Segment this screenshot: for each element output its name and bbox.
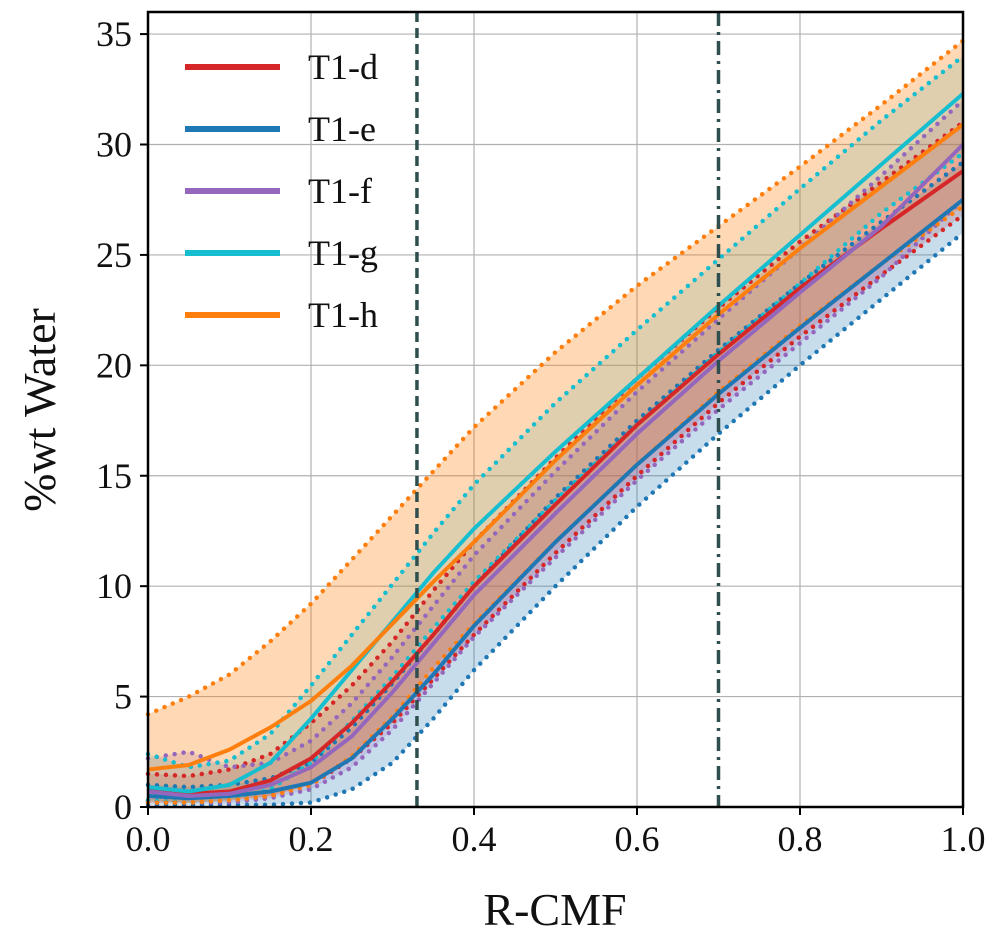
y-axis-ticks: 0 5 10 15 20 25 30 35 [96,14,148,827]
y-tick-label: 30 [96,125,132,165]
band-t1-h [148,40,963,803]
y-tick-label: 25 [96,235,132,275]
x-axis-title: R-CMF [483,884,626,935]
legend-label-t1-d: T1-d [308,47,378,87]
median-line-t1-f [147,143,965,798]
x-tick-label: 0.4 [452,819,497,859]
x-tick-label: 1.0 [941,819,986,859]
upper-bound-t1-h [145,38,966,717]
x-tick-label: 0.0 [126,819,171,859]
median-line-t1-h [147,123,965,772]
confidence-bands [148,40,963,805]
x-axis-ticks: 0.0 0.2 0.4 0.6 0.8 1.0 [126,807,986,859]
y-tick-label: 10 [96,566,132,606]
upper-bound-t1-f [145,98,966,770]
y-axis-title: %wt Water [14,308,65,512]
x-tick-label: 0.6 [615,819,660,859]
legend-label-t1-e: T1-e [308,109,376,149]
legend-label-t1-g: T1-g [308,233,378,273]
y-tick-label: 15 [96,456,132,496]
median-lines [147,92,965,801]
median-line-t1-e [147,198,965,801]
band-t1-g [148,56,963,803]
legend: T1-d T1-e T1-f T1-g T1-h [185,47,378,335]
y-tick-label: 0 [114,787,132,827]
lower-bound-t1-f [145,197,966,805]
upper-bound-t1-g [145,53,966,770]
x-tick-label: 0.2 [289,819,334,859]
y-tick-label: 20 [96,345,132,385]
median-line-t1-d [147,169,965,796]
legend-label-t1-f: T1-f [308,171,372,211]
lower-bound-t1-e [145,230,966,808]
upper-bound-t1-d [145,120,966,779]
plot-frame [146,10,965,809]
reference-lines [415,12,721,807]
y-tick-label: 5 [114,677,132,717]
x-tick-label: 0.8 [778,819,823,859]
median-line-t1-g [147,92,965,794]
legend-label-t1-h: T1-h [308,295,378,335]
y-tick-label: 35 [96,14,132,54]
